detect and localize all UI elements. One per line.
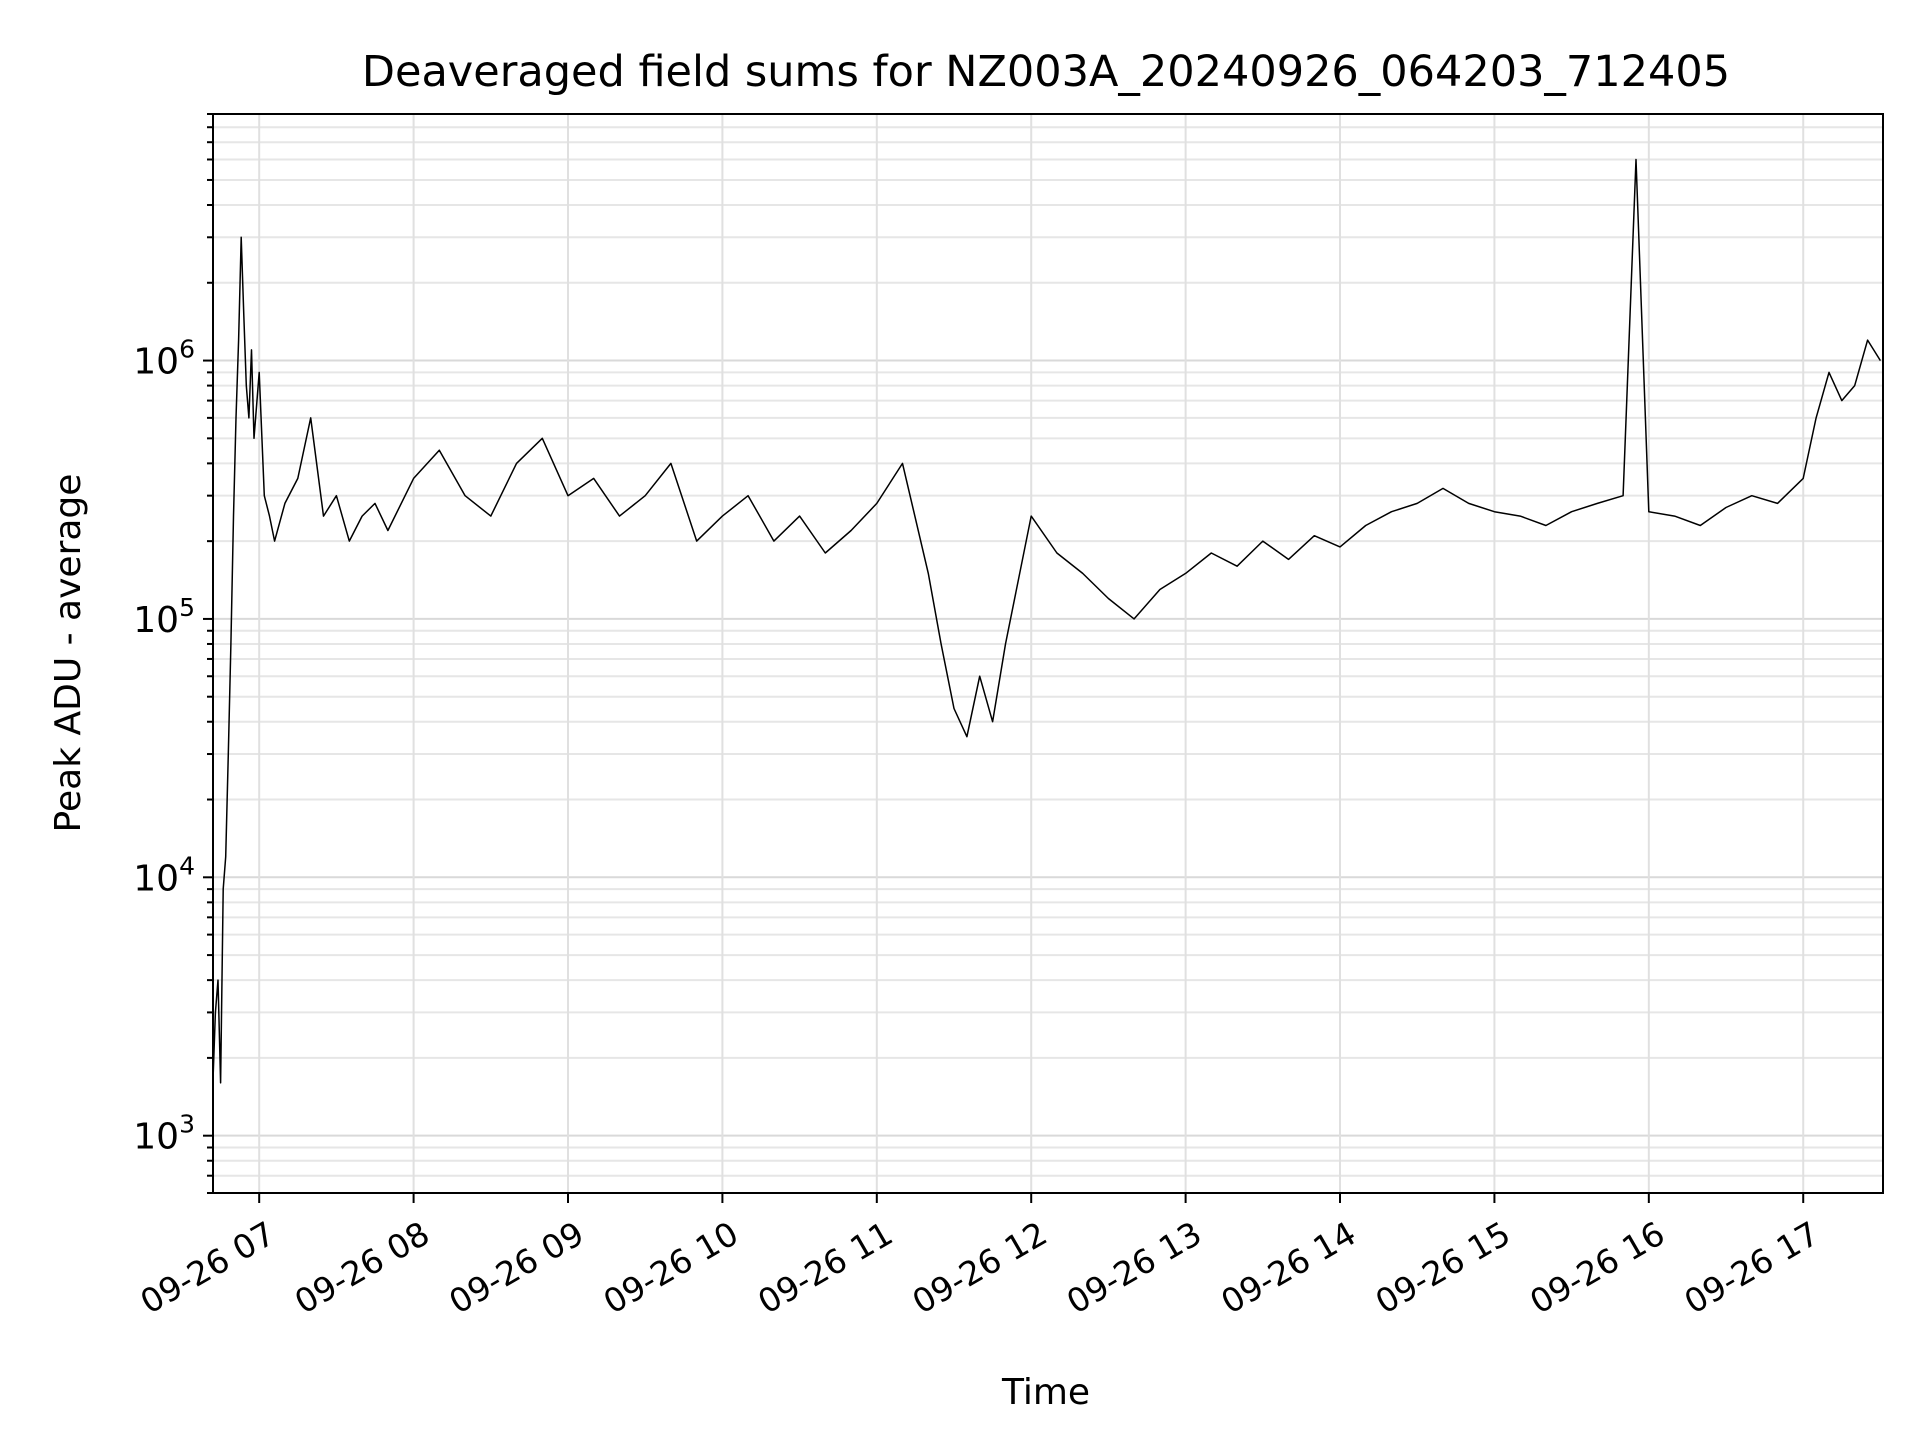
plot-area — [213, 158, 1882, 1084]
plot-frame — [212, 113, 1884, 1194]
y-axis: 103 104 105 106 — [133, 113, 213, 1194]
chart-title: Deaveraged field sums for NZ003A_2024092… — [362, 47, 1730, 97]
x-axis-label: Time — [1001, 1372, 1090, 1413]
y-tick-label: 103 — [133, 1110, 195, 1158]
y-tick-label: 106 — [133, 335, 195, 383]
y-tick-label: 105 — [133, 593, 195, 641]
y-tick-label: 104 — [133, 851, 195, 899]
series-line — [213, 158, 1882, 1084]
y-axis-label: Peak ADU - average — [48, 474, 89, 833]
grid — [213, 113, 1883, 1194]
